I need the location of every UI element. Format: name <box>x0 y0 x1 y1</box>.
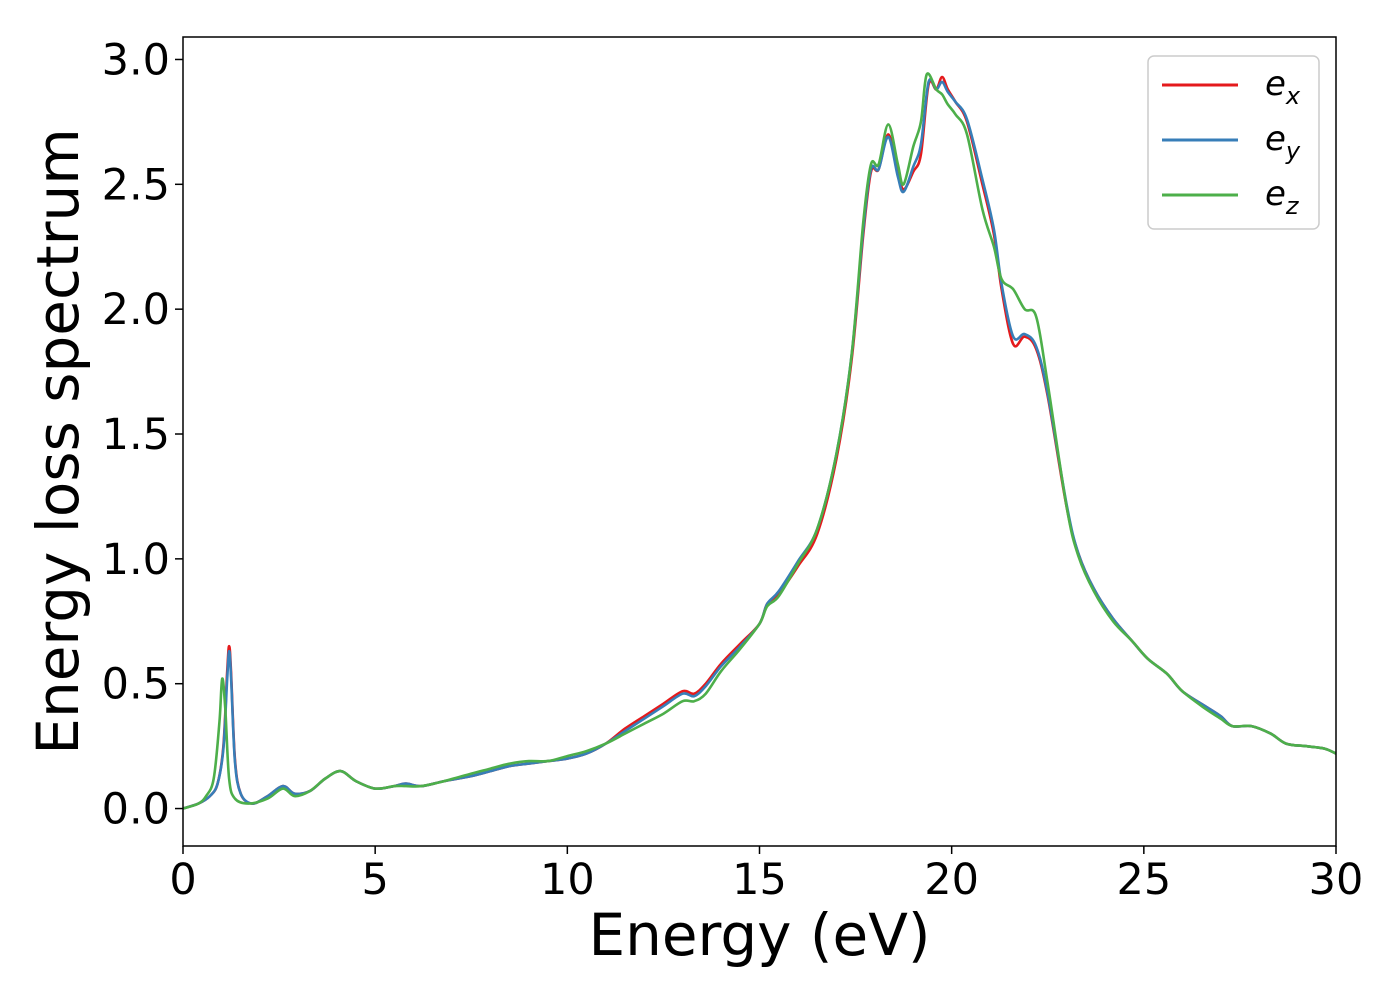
x-tick-label: 0 <box>169 855 196 905</box>
x-axis-title: Energy (eV) <box>588 901 930 969</box>
legend-label-z: ez <box>1265 174 1300 220</box>
y-tick-label: 1.5 <box>102 410 170 460</box>
x-tick-label: 5 <box>361 855 388 905</box>
y-tick-label: 3.0 <box>102 35 170 85</box>
y-tick-label: 0.5 <box>102 660 170 710</box>
y-axis-title: Energy loss spectrum <box>24 128 92 754</box>
x-tick-label: 30 <box>1309 855 1364 905</box>
legend: ex ey ez <box>1147 55 1320 230</box>
series-line-z <box>182 72 1337 810</box>
x-tick-label: 10 <box>540 855 595 905</box>
y-axis-ticks: 0.0 0.5 1.0 1.5 2.0 2.5 3.0 <box>102 35 183 835</box>
x-tick-label: 15 <box>732 855 787 905</box>
legend-label-x: ex <box>1265 64 1301 110</box>
series-layer <box>182 72 1337 810</box>
x-axis-ticks: 0 5 10 15 20 25 30 <box>169 846 1363 905</box>
x-tick-label: 20 <box>924 855 979 905</box>
y-tick-label: 0.0 <box>102 785 170 835</box>
x-tick-label: 25 <box>1116 855 1171 905</box>
y-tick-label: 2.5 <box>102 160 170 210</box>
legend-box <box>1147 55 1320 230</box>
y-tick-label: 2.0 <box>102 285 170 335</box>
legend-label-y: ey <box>1265 119 1301 165</box>
y-tick-label: 1.0 <box>102 535 170 585</box>
